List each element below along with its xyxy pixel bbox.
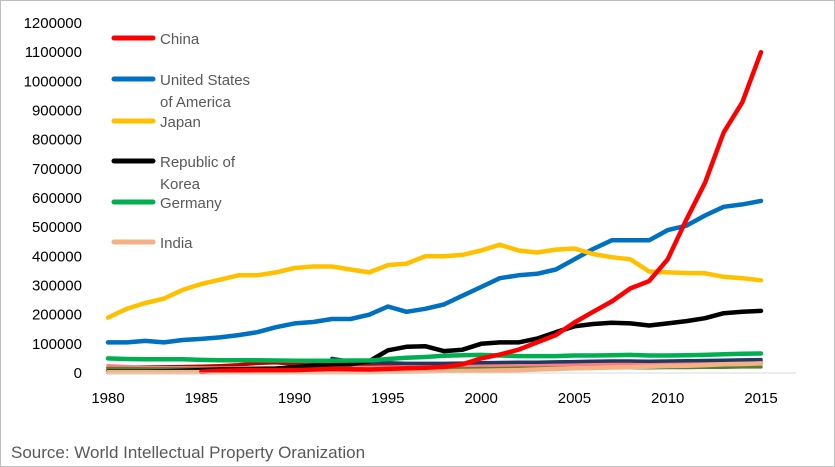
legend-item-united-states-of-america: United States of America xyxy=(111,72,250,111)
y-tick-label: 200000 xyxy=(32,307,82,324)
legend-label: Germany xyxy=(160,195,222,212)
y-tick-label: 300000 xyxy=(32,278,82,295)
legend-label: India xyxy=(160,235,193,252)
legend-item-india: India xyxy=(111,235,193,252)
x-tick-label: 2005 xyxy=(558,390,591,407)
x-tick-label: 2000 xyxy=(464,390,497,407)
legend-item-republic-of-korea: Republic of Korea xyxy=(111,154,236,193)
series-line-united-states-of-america xyxy=(105,198,764,345)
legend-item-china: China xyxy=(111,31,200,48)
y-tick-label: 1200000 xyxy=(24,15,82,32)
legend-label: Republic of Korea xyxy=(160,154,236,193)
legend-item-germany: Germany xyxy=(111,195,222,212)
x-tick-label: 2010 xyxy=(651,390,684,407)
y-tick-label: 1000000 xyxy=(24,73,82,90)
y-tick-label: 100000 xyxy=(32,336,82,353)
legend-label: China xyxy=(160,31,200,48)
x-tick-label: 2015 xyxy=(744,390,777,407)
series-line-japan xyxy=(105,242,764,320)
legend-item-japan: Japan xyxy=(111,114,201,131)
y-tick-label: 800000 xyxy=(32,132,82,149)
series-line-navy-series xyxy=(330,356,763,366)
x-tick-label: 1990 xyxy=(278,390,311,407)
series-line-germany xyxy=(105,351,764,364)
legend-label: Japan xyxy=(160,114,201,131)
y-tick-label: 1100000 xyxy=(25,44,82,61)
y-tick-label: 700000 xyxy=(32,161,82,178)
x-tick-label: 1985 xyxy=(185,390,218,407)
y-tick-label: 400000 xyxy=(32,248,82,265)
x-tick-label: 1995 xyxy=(371,390,404,407)
source-note: Source: World Intellectual Property Oran… xyxy=(11,443,365,462)
y-tick-label: 600000 xyxy=(32,190,82,207)
legend-label: United States of America xyxy=(160,72,250,111)
series-line-china xyxy=(199,49,764,375)
y-tick-label: 500000 xyxy=(32,219,82,236)
x-tick-label: 1980 xyxy=(91,390,124,407)
y-tick-label: 900000 xyxy=(32,103,82,120)
y-tick-label: 0 xyxy=(74,365,82,382)
